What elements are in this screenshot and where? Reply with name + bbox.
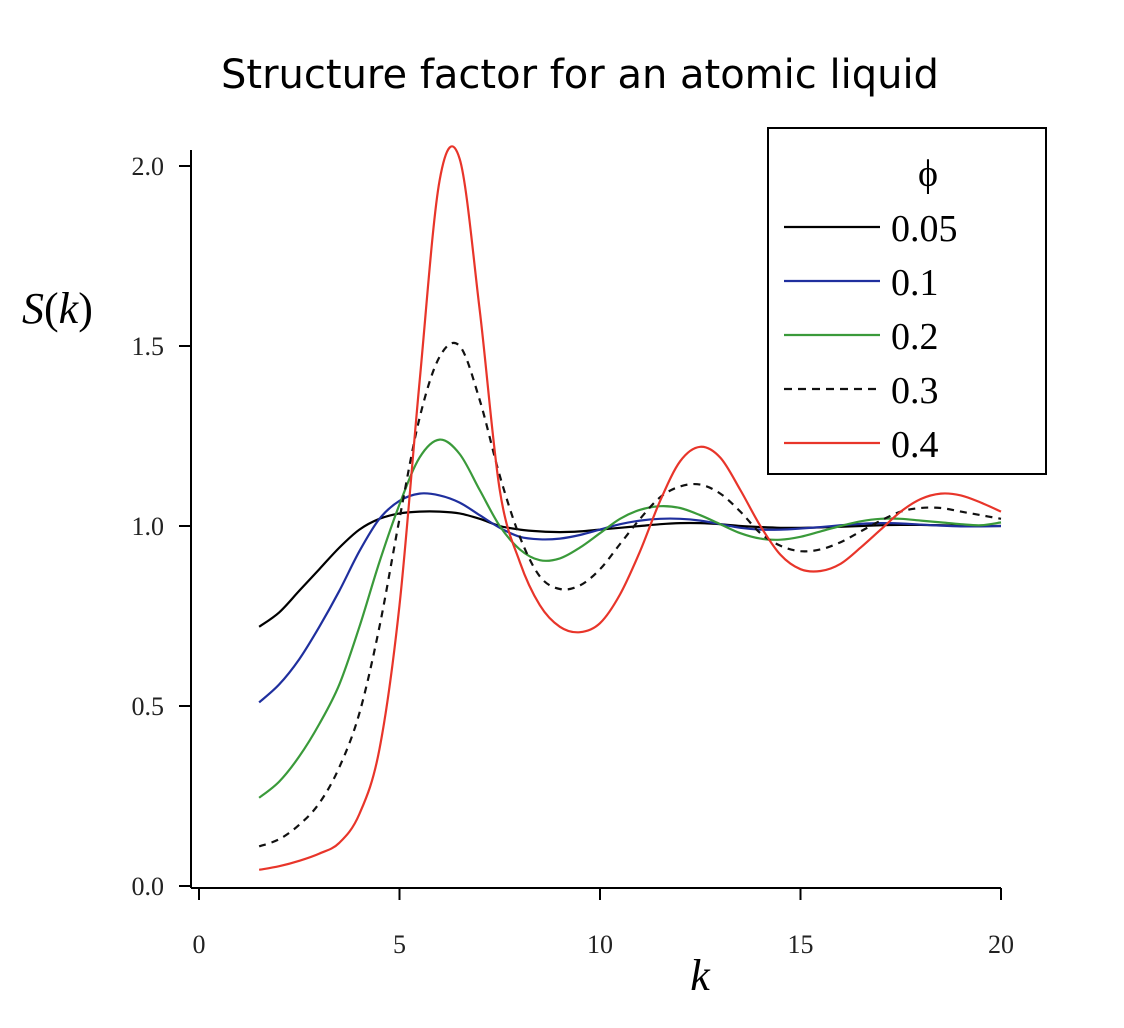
legend-title: ϕ [918, 153, 938, 195]
x-tick-label: 20 [988, 930, 1014, 959]
chart-title: Structure factor for an atomic liquid [221, 52, 939, 98]
legend: ϕ 0.05 0.1 0.2 0.3 0.4 [768, 128, 1046, 474]
x-tick-label: 10 [587, 930, 613, 959]
legend-label: 0.2 [891, 316, 939, 358]
y-tick-label: 0.0 [132, 872, 165, 901]
legend-label: 0.05 [891, 208, 958, 250]
y-tick-label: 1.5 [132, 332, 165, 361]
x-tick-label: 0 [193, 930, 206, 959]
x-axis-label: k [690, 951, 711, 1000]
y-axis-label-close: ) [78, 284, 93, 333]
y-tick-label: 2.0 [132, 152, 165, 181]
x-tick-label: 15 [788, 930, 814, 959]
legend-label: 0.3 [891, 370, 939, 412]
y-tick-label: 0.5 [132, 692, 165, 721]
series-line-0-2 [259, 440, 1001, 798]
x-tick-label: 5 [393, 930, 406, 959]
y-axis-label-var: S [22, 284, 44, 333]
legend-label: 0.4 [891, 424, 939, 466]
y-axis-label-arg: k [59, 284, 80, 333]
series-line-0-05 [259, 511, 1001, 626]
y-axis-label: S(k) [22, 284, 93, 333]
legend-label: 0.1 [891, 262, 939, 304]
y-tick-label: 1.0 [132, 512, 165, 541]
y-axis-label-open: ( [44, 284, 59, 333]
